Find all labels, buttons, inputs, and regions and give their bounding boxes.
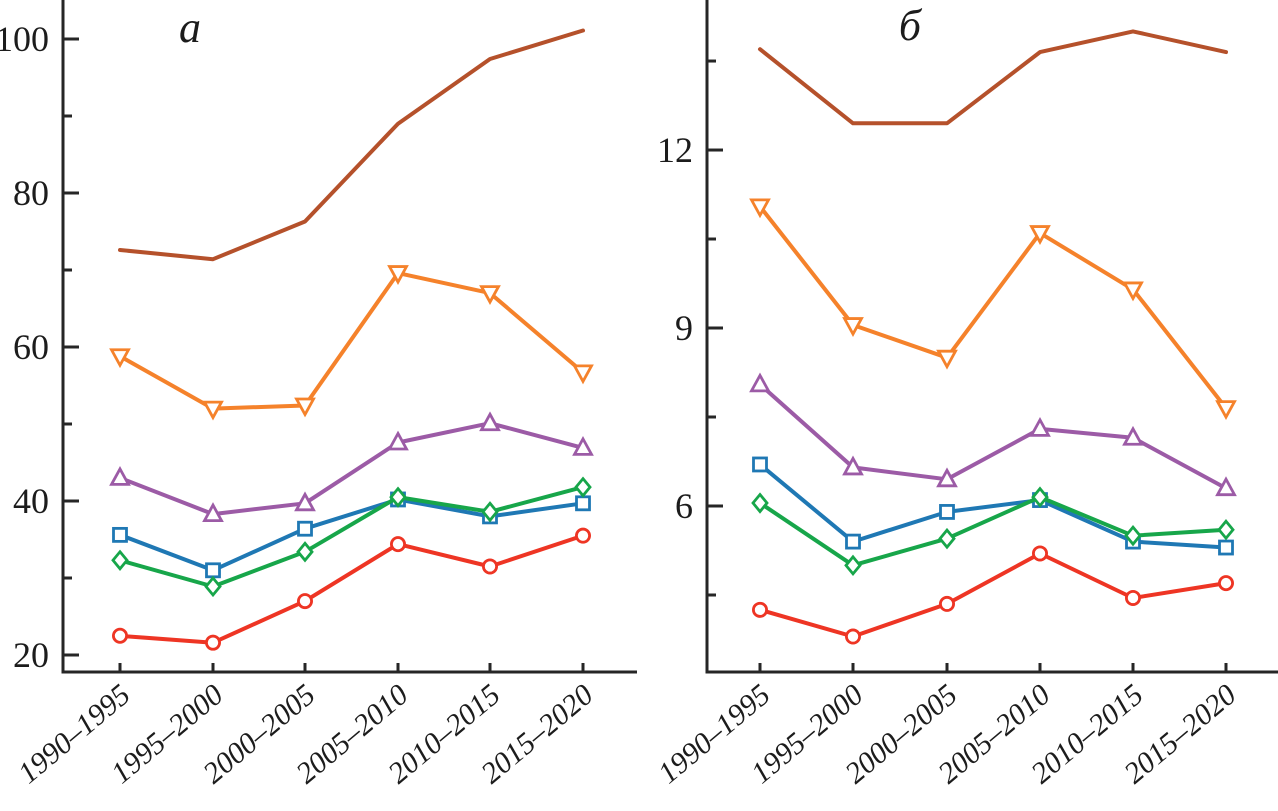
y-tick-label: 20 [13,635,49,675]
red-circle-marker-circle [296,593,313,610]
y-tick-label: 9 [675,308,693,348]
purple-triangle-up-marker-triangle-up [387,430,409,451]
orange-triangle-down-marker-triangle-down [294,397,316,418]
purple-triangle-up-marker-triangle-up [1029,416,1051,437]
red-circle-marker-circle [112,627,129,644]
red-circle-marker-circle [389,536,406,553]
green-diamond-marker-diamond [1217,519,1235,541]
panel-title-a: a [179,3,201,52]
series-line-dark-red-plain [118,28,585,262]
red-circle-marker-circle [575,527,592,544]
y-tick-label: 80 [13,173,49,213]
purple-triangle-up-marker-triangle-up [842,455,864,476]
red-circle-marker-circle [1032,545,1049,562]
blue-square-marker-square [939,504,955,520]
red-circle-marker-circle [845,628,862,645]
series-line-purple-triangle-up [758,382,1228,491]
purple-triangle-up-marker-triangle-up [1122,425,1144,446]
red-circle-marker-circle [752,601,769,618]
series-line-green-diamond [758,495,1228,568]
series-line-red-circle [118,533,585,645]
orange-triangle-down-marker-triangle-down [936,349,958,370]
green-diamond-marker-diamond [574,476,592,498]
green-diamond-marker-diamond [844,554,862,577]
y-tick-label: 100 [0,19,49,59]
purple-triangle-up-marker-triangle-up [936,467,958,488]
orange-triangle-down-marker-triangle-down [749,198,771,219]
y-tick-label: 60 [13,327,49,367]
orange-triangle-down-marker-triangle-down [842,317,864,337]
green-diamond-marker-diamond [204,575,222,598]
green-diamond-marker-diamond [389,486,407,508]
y-tick-label: 40 [13,481,49,521]
green-diamond-marker-diamond [751,492,769,514]
purple-triangle-up-marker-triangle-up [202,502,224,522]
purple-triangle-up-marker-triangle-up [479,411,501,432]
green-diamond-marker-diamond [1031,486,1049,508]
orange-triangle-down-marker-triangle-down [387,265,409,285]
series-line-purple-triangle-up [118,421,585,517]
red-circle-marker-circle [939,595,956,612]
green-diamond-marker-diamond [111,549,129,571]
panel-title-b: б [899,1,923,50]
blue-square-marker-square [112,526,128,543]
green-diamond-marker-diamond [1124,524,1142,547]
series-line-orange-triangle-down [758,204,1228,411]
blue-square-marker-square [297,520,313,537]
series-line-red-circle [758,551,1228,639]
orange-triangle-down-marker-triangle-down [109,348,131,369]
orange-triangle-down-marker-triangle-down [479,285,501,306]
green-diamond-marker-diamond [296,541,314,563]
red-circle-marker-circle [1125,589,1142,606]
orange-triangle-down-marker-triangle-down [1122,281,1144,302]
purple-triangle-up-marker-triangle-up [1215,476,1237,497]
orange-triangle-down-marker-triangle-down [1029,225,1051,245]
blue-square-marker-square [1218,539,1234,556]
series-line-blue-square [758,462,1228,550]
red-circle-marker-circle [1218,575,1235,592]
red-circle-marker-circle [204,634,221,651]
orange-triangle-down-marker-triangle-down [1215,400,1237,421]
blue-square-marker-square [752,456,768,473]
y-tick-label: 6 [675,486,693,526]
blue-square-marker-square [845,533,861,550]
orange-triangle-down-marker-triangle-down [572,364,594,385]
series-line-orange-triangle-down [118,271,585,411]
green-diamond-marker-diamond [938,527,956,550]
series-line-green-diamond [118,485,585,589]
series-line-blue-square [118,497,585,573]
purple-triangle-up-marker-triangle-up [294,491,316,512]
red-circle-marker-circle [481,558,498,575]
green-diamond-marker-diamond [481,501,499,523]
purple-triangle-up-marker-triangle-up [109,465,131,486]
purple-triangle-up-marker-triangle-up [749,372,771,393]
orange-triangle-down-marker-triangle-down [202,400,224,421]
y-tick-label: 12 [657,130,693,170]
purple-triangle-up-marker-triangle-up [572,435,594,456]
series-line-dark-red-plain [758,29,1228,126]
